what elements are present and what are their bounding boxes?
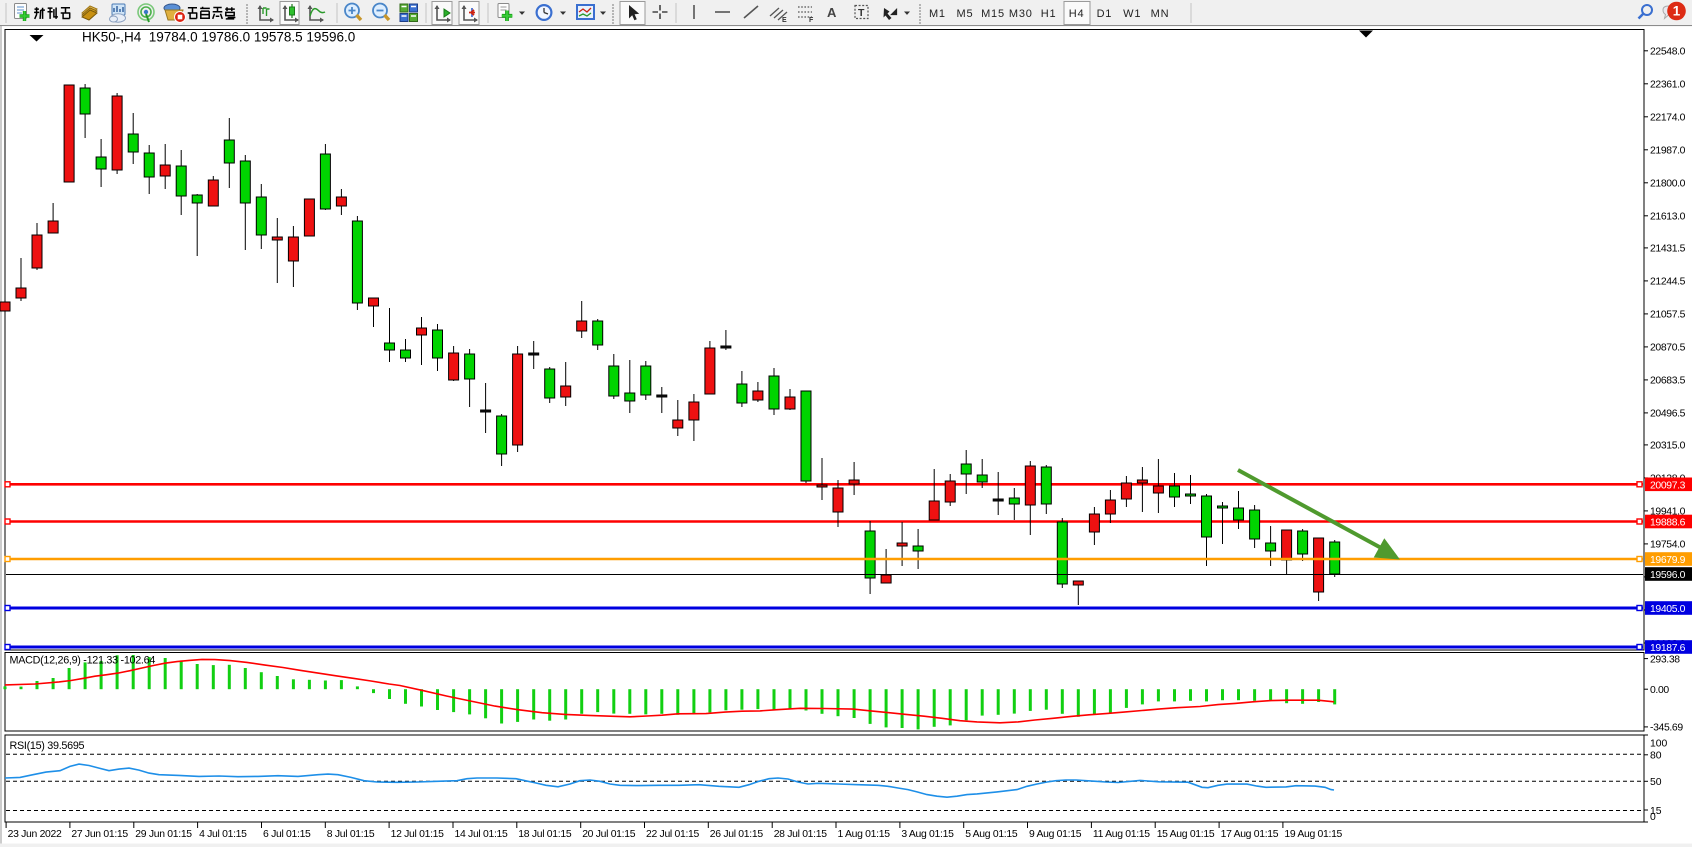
svg-text:5 Aug 01:15: 5 Aug 01:15 [965,829,1018,840]
svg-text:20097.3: 20097.3 [1650,480,1686,491]
svg-text:0: 0 [1650,812,1656,823]
svg-text:22 Jul 01:15: 22 Jul 01:15 [646,829,700,840]
svg-text:HK50-,H4 19784.0 19786.0 1957: HK50-,H4 19784.0 19786.0 19578.5 19596.0 [82,30,355,45]
svg-text:19 Aug 01:15: 19 Aug 01:15 [1284,829,1342,840]
svg-text:E: E [782,17,787,24]
svg-text:293.38: 293.38 [1650,654,1680,665]
svg-text:A: A [827,5,837,20]
svg-text:9 Aug 01:15: 9 Aug 01:15 [1029,829,1082,840]
svg-text:21987.0: 21987.0 [1650,146,1686,157]
svg-text:H1: H1 [1041,8,1057,20]
svg-text:M5: M5 [957,8,974,20]
svg-text:M30: M30 [1009,8,1033,20]
svg-text:21613.0: 21613.0 [1650,212,1686,223]
svg-text:80: 80 [1650,751,1662,762]
svg-text:15 Aug 01:15: 15 Aug 01:15 [1157,829,1215,840]
svg-text:8 Jul 01:15: 8 Jul 01:15 [327,829,375,840]
svg-text:1: 1 [1673,4,1681,19]
svg-text:20870.5: 20870.5 [1650,343,1686,354]
svg-text:18 Jul 01:15: 18 Jul 01:15 [518,829,572,840]
svg-text:W1: W1 [1123,8,1141,20]
svg-text:12 Jul 01:15: 12 Jul 01:15 [391,829,445,840]
svg-text:0.00: 0.00 [1650,685,1669,696]
svg-text:19187.6: 19187.6 [1650,643,1686,654]
svg-text:19941.0: 19941.0 [1650,507,1686,518]
svg-text:100: 100 [1650,738,1668,749]
svg-text:F: F [809,17,814,24]
svg-text:3 Aug 01:15: 3 Aug 01:15 [901,829,954,840]
svg-text:21244.5: 21244.5 [1650,277,1686,288]
svg-text:14 Jul 01:15: 14 Jul 01:15 [455,829,509,840]
svg-text:T: T [858,7,865,19]
svg-text:4 Jul 01:15: 4 Jul 01:15 [199,829,247,840]
svg-text:22174.0: 22174.0 [1650,113,1686,124]
svg-text:20496.5: 20496.5 [1650,409,1686,420]
svg-text:20 Jul 01:15: 20 Jul 01:15 [582,829,636,840]
svg-text:27 Jun 01:15: 27 Jun 01:15 [71,829,128,840]
svg-text:19596.0: 19596.0 [1650,570,1686,581]
svg-text:H4: H4 [1069,8,1085,20]
svg-text:17 Aug 01:15: 17 Aug 01:15 [1221,829,1279,840]
svg-text:23 Jun 2022: 23 Jun 2022 [8,829,62,840]
svg-text:M1: M1 [929,8,946,20]
svg-text:19679.9: 19679.9 [1650,555,1686,566]
svg-text:20683.5: 20683.5 [1650,376,1686,387]
svg-text:21057.5: 21057.5 [1650,310,1686,321]
svg-text:RSI(15) 39.5695: RSI(15) 39.5695 [10,740,85,752]
svg-text:11 Aug 01:15: 11 Aug 01:15 [1093,829,1150,840]
svg-text:28 Jul 01:15: 28 Jul 01:15 [774,829,828,840]
svg-text:19754.0: 19754.0 [1650,540,1686,551]
svg-text:19888.6: 19888.6 [1650,518,1686,529]
svg-text:D1: D1 [1097,8,1113,20]
svg-text:6 Jul 01:15: 6 Jul 01:15 [263,829,311,840]
svg-text:26 Jul 01:15: 26 Jul 01:15 [710,829,764,840]
svg-text:MN: MN [1151,8,1170,20]
svg-text:20315.0: 20315.0 [1650,441,1686,452]
svg-text:15: 15 [1650,806,1662,817]
svg-text:MACD(12,26,9) -121.33 -102.64: MACD(12,26,9) -121.33 -102.64 [10,655,156,667]
svg-text:50: 50 [1650,777,1662,788]
svg-text:19405.0: 19405.0 [1650,604,1686,615]
svg-text:-345.69: -345.69 [1650,723,1683,734]
svg-text:21800.0: 21800.0 [1650,179,1686,190]
svg-text:29 Jun 01:15: 29 Jun 01:15 [135,829,192,840]
svg-text:M15: M15 [981,8,1005,20]
svg-text:22361.0: 22361.0 [1650,80,1686,91]
svg-text:1 Aug 01:15: 1 Aug 01:15 [838,829,891,840]
svg-text:22548.0: 22548.0 [1650,47,1686,58]
svg-text:21431.5: 21431.5 [1650,244,1686,255]
